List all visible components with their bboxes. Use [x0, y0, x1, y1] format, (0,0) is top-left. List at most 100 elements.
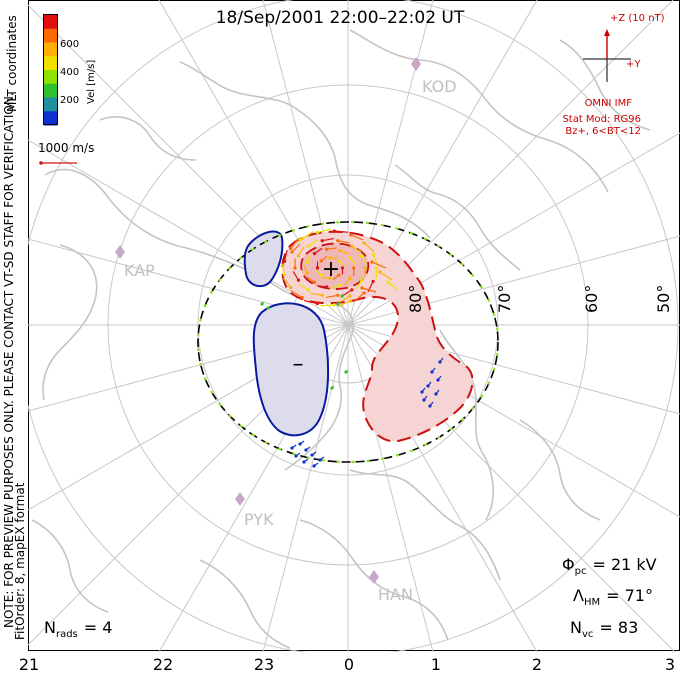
- preview-note: NOTE: FOR PREVIEW PURPOSES ONLY. PLEASE …: [2, 92, 16, 628]
- velocity-vector: [298, 283, 309, 291]
- mlt-tick-3: 3: [665, 655, 675, 674]
- velocity-vector: [330, 284, 341, 290]
- velocity-vector: [317, 228, 331, 233]
- velocity-vector: [311, 451, 317, 456]
- stat-lambda-hm: ΛHM = 71°: [573, 586, 653, 608]
- lat-label-80: 80°: [406, 285, 425, 313]
- negative-cell-small: [243, 230, 284, 288]
- velocity-vector: [387, 281, 399, 291]
- station-kap: KAP: [115, 245, 155, 280]
- colorbar-segment: [44, 28, 57, 43]
- velocity-vector: [292, 271, 299, 281]
- velocity-vector: [339, 250, 350, 255]
- mlt-line-22-10: [158, 0, 538, 652]
- colorbar-segment: [44, 15, 57, 30]
- colorbar-segment: [44, 97, 57, 112]
- velocity-vector: [351, 245, 362, 253]
- station-han: HAN: [369, 570, 413, 604]
- velocity-vector: [423, 395, 428, 401]
- mlt-line-20-08: [28, 132, 680, 511]
- lat-label-70: 70°: [495, 285, 514, 313]
- latitude-labels: 80° 70° 60° 50°: [406, 285, 673, 313]
- velocity-vector: [342, 289, 353, 297]
- colorbar-segment: [44, 111, 57, 126]
- colorbar-segment: [44, 42, 57, 57]
- velocity-colorbar: 600 400 200 Vel [m/s] MLT coordinates: [5, 14, 97, 126]
- velocity-vector: [326, 247, 337, 250]
- velocity-vector: [345, 369, 349, 373]
- velocity-vector: [305, 446, 311, 451]
- colorbar-segment: [44, 83, 57, 98]
- velocity-vector: [337, 240, 350, 244]
- mlt-tick-0: 0: [344, 655, 354, 674]
- velocity-vector: [282, 277, 292, 288]
- velocity-vector: [339, 295, 351, 303]
- mlt-line-03-15: [28, 4, 676, 652]
- mlt-tick-2: 2: [532, 655, 542, 674]
- velocity-vector: [361, 255, 368, 265]
- velocity-vector: [290, 290, 303, 299]
- colorbar-segment: [44, 70, 57, 85]
- velocity-vector: [379, 271, 393, 281]
- lat-label-50: 50°: [654, 285, 673, 313]
- velocity-vector: [291, 444, 297, 449]
- velocity-vector: [320, 255, 328, 262]
- negative-cell-sign: –: [293, 352, 304, 377]
- imf-source: OMNI IMF: [585, 98, 633, 109]
- reference-vector-label: 1000 m/s: [38, 141, 94, 155]
- station-han-label: HAN: [378, 585, 413, 604]
- velocity-vector: [319, 456, 325, 461]
- map-title: 18/Sep/2001 22:00–22:02 UT: [216, 8, 465, 28]
- velocity-vector: [341, 293, 345, 297]
- imf-clock: +Z (10 nT) +Y OMNI IMF Stat Mod: RG96 Bz…: [562, 13, 664, 137]
- velocity-vector: [437, 375, 442, 381]
- velocity-vector: [316, 285, 327, 288]
- station-kod-label: KOD: [422, 77, 457, 96]
- velocity-vector: [337, 301, 341, 305]
- velocity-vector: [372, 254, 379, 266]
- coordinates-label: MLT coordinates: [5, 15, 19, 112]
- colorbar-label: Vel [m/s]: [86, 60, 97, 104]
- colorbar-tick-200: 200: [60, 95, 79, 106]
- reference-vector: 1000 m/s: [38, 141, 94, 165]
- velocity-vector: [431, 367, 436, 373]
- velocity-vector: [361, 287, 377, 293]
- velocity-vector: [261, 301, 265, 305]
- velocity-vector: [350, 234, 364, 241]
- velocity-vector: [303, 299, 318, 305]
- velocity-vector: [307, 239, 318, 247]
- coordinate-grid: [28, 0, 680, 652]
- velocity-vector: [363, 242, 375, 252]
- velocity-vector: [297, 246, 305, 257]
- stat-n-vc: Nvc = 83: [570, 618, 638, 640]
- map-statistics: Φpc = 21 kV ΛHM = 71° Nvc = 83 Nrads = 4: [44, 555, 657, 640]
- velocity-vector: [267, 305, 271, 309]
- velocity-vector: [331, 385, 335, 389]
- mlt-tick-23: 23: [254, 655, 274, 674]
- imf-model-line2: Bz+, 6<BT<12: [565, 126, 641, 137]
- colorbar-tick-400: 400: [60, 67, 79, 78]
- positive-cell-inner: [300, 242, 370, 290]
- velocity-vectors: [260, 228, 444, 468]
- velocity-vector: [299, 233, 311, 241]
- mlt-axis: 21 22 23 0 1 2 3: [19, 655, 675, 674]
- station-kap-label: KAP: [124, 261, 155, 280]
- mlt-tick-22: 22: [153, 655, 173, 674]
- velocity-vector: [310, 292, 323, 296]
- colorbar-segment: [44, 56, 57, 71]
- velocity-vector: [338, 260, 345, 266]
- mlt-line-19-07: [28, 235, 680, 412]
- velocity-vector: [320, 304, 335, 307]
- mlt-tick-21: 21: [19, 655, 39, 674]
- velocity-vector: [427, 381, 432, 387]
- mlt-tick-1: 1: [431, 655, 441, 674]
- station-kod: KOD: [411, 57, 457, 96]
- velocity-vector: [429, 401, 434, 407]
- velocity-vector: [344, 277, 351, 286]
- station-pyk-label: PYK: [244, 510, 274, 529]
- velocity-vector: [306, 254, 311, 263]
- velocity-vector: [313, 462, 319, 467]
- velocity-vector: [303, 458, 309, 463]
- fitorder-note: FitOrder: 8, mapEX format: [13, 482, 27, 640]
